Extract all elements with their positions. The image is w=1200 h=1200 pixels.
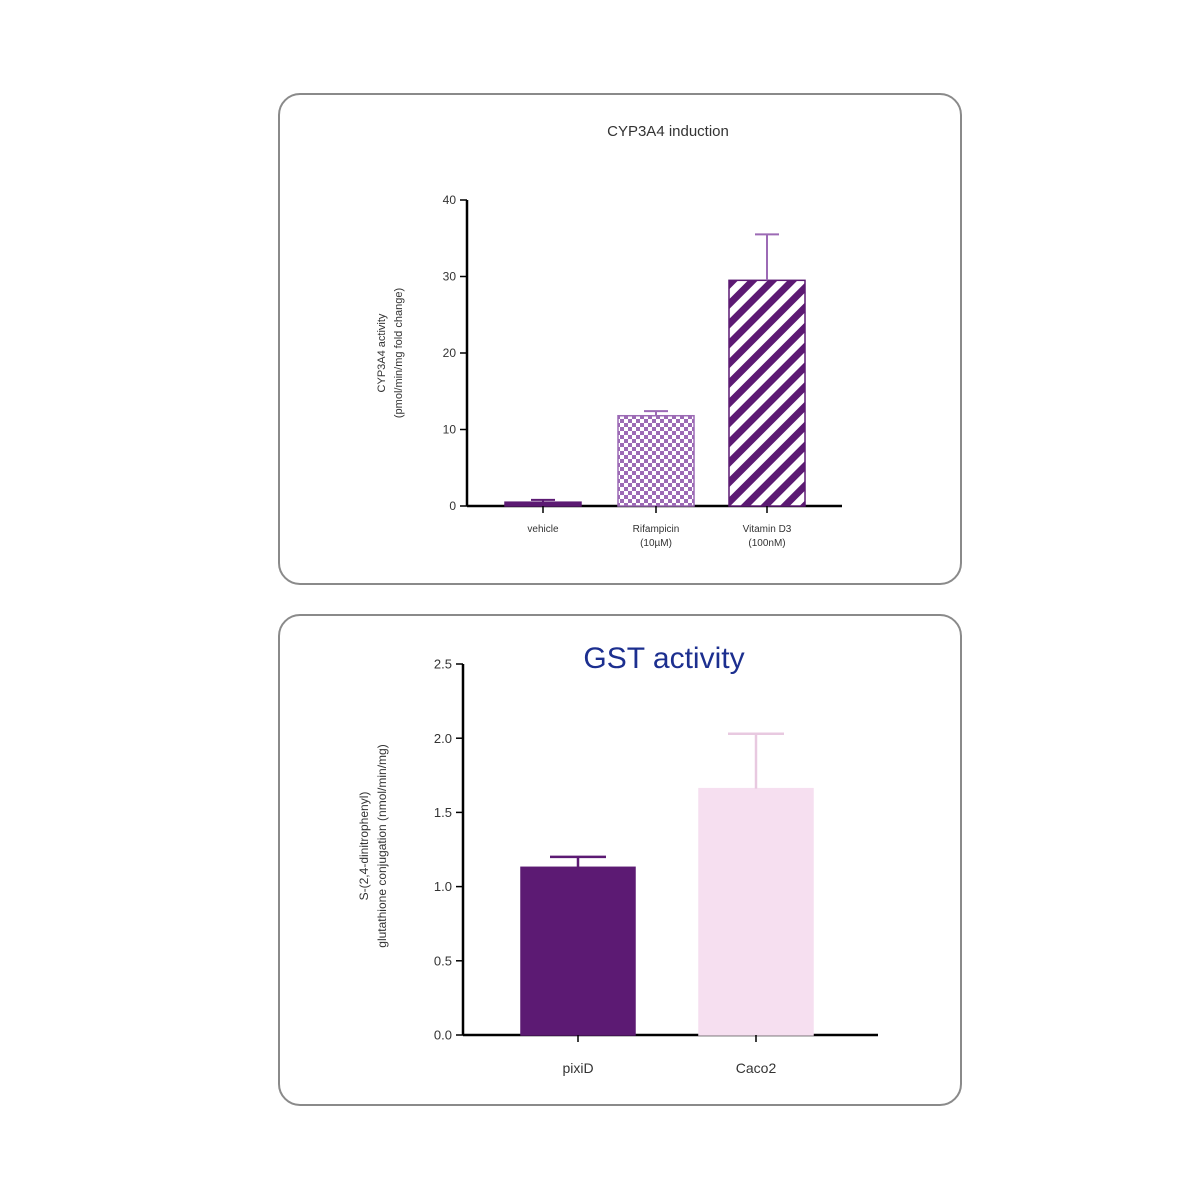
- y-axis-label-line2: (pmol/min/mg fold change): [393, 288, 405, 418]
- x-tick-label: Vitamin D3: [743, 524, 792, 535]
- bar-rifampicin: [617, 414, 695, 507]
- bar-vehicle: [504, 501, 582, 507]
- cyp3a4-chart-panel: CYP3A4 induction CYP3A4 activity (pmol/m…: [278, 93, 962, 585]
- y-tick-label: 2.0: [434, 731, 452, 746]
- y-tick-label: 1.5: [434, 805, 452, 820]
- y-tick-label: 0.0: [434, 1028, 452, 1043]
- y-tick-label: 0: [449, 499, 456, 513]
- chart-title: GST activity: [583, 642, 744, 675]
- x-tick-label: vehicle: [527, 524, 559, 535]
- y-tick-label: 1.0: [434, 879, 452, 894]
- y-tick-label: 20: [443, 346, 457, 360]
- bar-vitamin-d3: [728, 279, 806, 507]
- y-tick-label: 0.5: [434, 953, 452, 968]
- y-tick-label: 10: [443, 423, 457, 437]
- y-axis-label-line1: CYP3A4 activity: [376, 313, 388, 392]
- y-tick-label: 2.5: [434, 657, 452, 672]
- x-tick-label-line2: (10µM): [640, 538, 672, 549]
- x-tick-label: pixiD: [562, 1060, 593, 1076]
- gst-chart: GST activity S-(2,4-dinitrophenyl) gluta…: [357, 642, 878, 1076]
- y-axis-label-line1: S-(2,4-dinitrophenyl): [357, 792, 371, 901]
- x-tick-label: Rifampicin: [633, 524, 680, 535]
- y-axis-label-line2: glutathione conjugation (nmol/min/mg): [375, 744, 389, 947]
- bar-caco2: [698, 787, 814, 1036]
- x-tick-label: Caco2: [736, 1060, 777, 1076]
- bar-pixid: [520, 866, 636, 1036]
- x-tick-label-line2: (100nM): [748, 538, 785, 549]
- chart-title: CYP3A4 induction: [607, 123, 729, 140]
- y-tick-label: 40: [443, 193, 457, 207]
- y-tick-label: 30: [443, 270, 457, 284]
- gst-chart-panel: GST activity S-(2,4-dinitrophenyl) gluta…: [278, 614, 962, 1106]
- cyp3a4-chart: CYP3A4 induction CYP3A4 activity (pmol/m…: [376, 123, 842, 549]
